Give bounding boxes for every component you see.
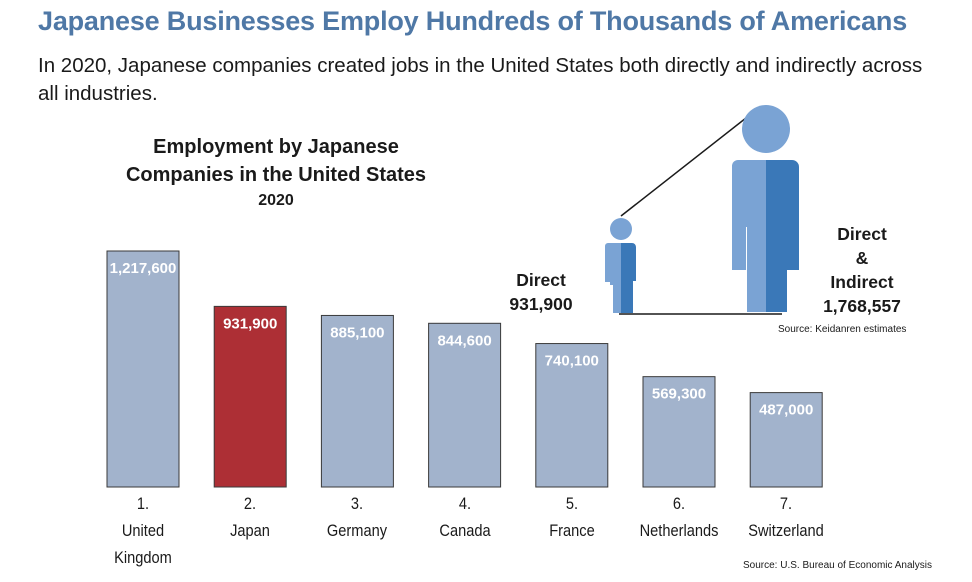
bar-1 [106, 250, 180, 488]
category-label-1-line-1: 1. [136, 494, 150, 513]
category-label-4-line-1: 4. [458, 494, 471, 513]
category-label-3-line-1: 3. [351, 494, 364, 513]
page-subtitle: In 2020, Japanese companies created jobs… [38, 54, 923, 105]
indirect-label-line-3: Indirect [830, 272, 894, 292]
category-label-2-line-2: Japan [230, 521, 271, 540]
bea-source-note: Source: U.S. Bureau of Economic Analysis [743, 560, 932, 571]
category-label-4-line-2: Canada [438, 521, 491, 540]
bar-value-label-4: 844,600 [437, 332, 491, 349]
indirect-label-line-4: 1,768,557 [823, 296, 901, 316]
direct-label-line-2: 931,900 [509, 294, 573, 314]
category-label-1-line-3: Kingdom [114, 548, 172, 567]
category-label-5: 5. France [524, 490, 619, 544]
category-label-6: 6. Netherlands [632, 490, 727, 544]
direct-indirect-label: Direct & Indirect 1,768,557 [800, 222, 924, 318]
indirect-label-line-2: & [855, 248, 869, 268]
page-title: Japanese Businesses Employ Hundreds of T… [38, 6, 908, 36]
category-label-1: 1. United Kingdom [96, 490, 191, 571]
category-label-1-line-2: United [121, 521, 165, 540]
category-label-7-line-1: 7. [780, 494, 793, 513]
chart-title: Employment by Japanese Companies in the … [96, 133, 456, 189]
bar-value-label-6: 569,300 [652, 386, 706, 403]
bar-4 [428, 322, 502, 488]
category-label-4: 4. Canada [417, 490, 512, 544]
keidanren-source-note: Source: Keidanren estimates [778, 324, 907, 335]
direct-label: Direct 931,900 [486, 268, 596, 316]
bar-value-label-5: 740,100 [545, 353, 599, 370]
bar-5 [535, 343, 609, 488]
category-label-2-line-1: 2. [244, 494, 257, 513]
small-person-icon [605, 218, 636, 313]
category-label-6-line-2: Netherlands [639, 521, 719, 540]
direct-label-line-1: Direct [516, 270, 566, 290]
large-person-icon [732, 105, 799, 312]
chart-title-line-1: Employment by Japanese [153, 136, 399, 158]
bar-2 [213, 305, 287, 488]
bar-value-label-3: 885,100 [330, 324, 384, 341]
connector-line [620, 117, 747, 217]
category-label-7: 7. Switzerland [739, 490, 834, 544]
bar-value-label-7: 487,000 [759, 402, 813, 419]
bar-value-label-2: 931,900 [223, 315, 277, 332]
bar-value-label-1: 1,217,600 [110, 260, 177, 277]
category-label-6-line-1: 6. [672, 494, 686, 513]
chart-year: 2020 [258, 192, 294, 209]
bar-3 [320, 314, 394, 488]
bar-6 [642, 376, 716, 488]
category-label-5-line-1: 5. [565, 494, 578, 513]
category-label-5-line-2: France [549, 521, 595, 540]
bar-7 [749, 392, 823, 488]
category-label-7-line-2: Switzerland [748, 521, 824, 540]
category-label-3: 3. Germany [310, 490, 405, 544]
chart-title-line-2: Companies in the United States [125, 164, 427, 186]
category-label-2: 2. Japan [203, 490, 298, 544]
indirect-label-line-1: Direct [837, 224, 887, 244]
category-label-3-line-2: Germany [327, 521, 388, 540]
